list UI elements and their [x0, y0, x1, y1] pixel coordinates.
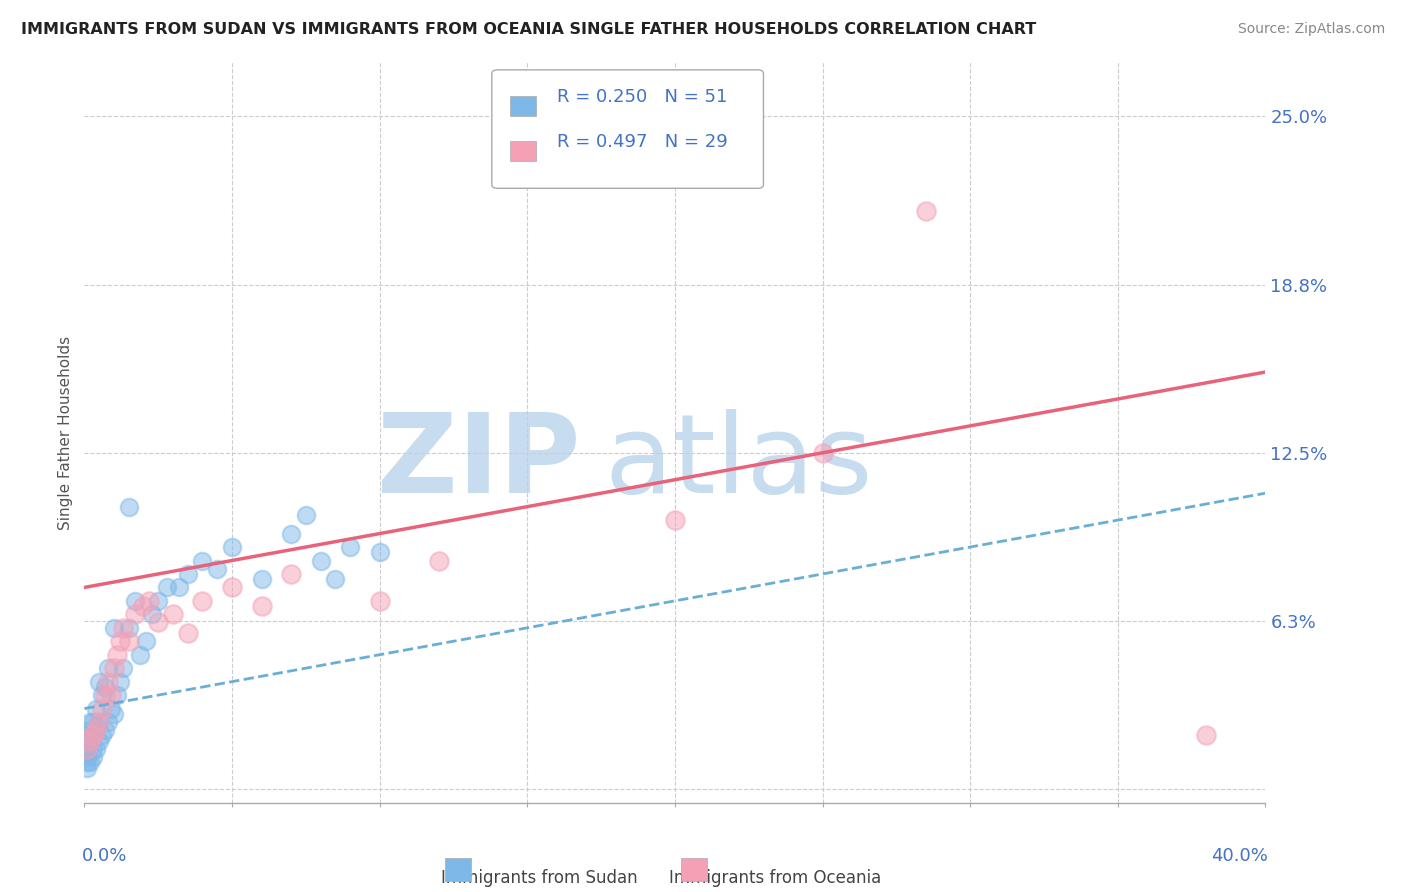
Point [811, 446, 834, 460]
Point [124, 594, 146, 608]
Point [82, 714, 104, 729]
Point [100, 688, 122, 702]
Point [82, 742, 104, 756]
Point [191, 553, 214, 567]
Point [148, 615, 170, 630]
Text: Immigrants from Oceania: Immigrants from Oceania [669, 870, 882, 888]
Point [427, 553, 450, 567]
Point [76, 739, 98, 754]
Point [207, 561, 229, 575]
Point [103, 661, 125, 675]
Point [368, 545, 391, 559]
Text: atlas: atlas [605, 409, 873, 516]
Point [103, 706, 125, 721]
Point [105, 688, 128, 702]
Point [108, 634, 131, 648]
Point [94, 688, 117, 702]
Point [124, 607, 146, 622]
Point [76, 742, 98, 756]
Point [76, 750, 98, 764]
Point [79, 723, 101, 738]
FancyBboxPatch shape [492, 70, 763, 188]
Point [250, 599, 273, 614]
Point [76, 756, 98, 770]
Point [221, 540, 243, 554]
Point [82, 750, 104, 764]
FancyBboxPatch shape [509, 96, 536, 117]
Point [87, 714, 111, 729]
FancyBboxPatch shape [444, 858, 471, 880]
Text: Source: ZipAtlas.com: Source: ZipAtlas.com [1237, 22, 1385, 37]
Point [295, 508, 318, 522]
Point [118, 634, 141, 648]
Point [82, 729, 104, 743]
Point [339, 540, 361, 554]
Text: R = 0.497   N = 29: R = 0.497 N = 29 [557, 133, 727, 151]
Point [97, 674, 120, 689]
Text: R = 0.250   N = 51: R = 0.250 N = 51 [557, 88, 727, 106]
Point [79, 734, 101, 748]
Point [309, 553, 332, 567]
Point [79, 756, 101, 770]
Point [103, 621, 125, 635]
Point [97, 714, 120, 729]
Point [111, 661, 134, 675]
Point [368, 594, 391, 608]
Point [97, 661, 120, 675]
Point [221, 581, 243, 595]
Point [100, 701, 122, 715]
Point [79, 734, 101, 748]
Point [129, 648, 152, 662]
Point [132, 599, 155, 614]
Point [84, 742, 107, 756]
Point [82, 729, 104, 743]
Point [87, 674, 111, 689]
Text: 0.0%: 0.0% [82, 847, 128, 865]
Text: ZIP: ZIP [377, 409, 581, 516]
Point [79, 714, 101, 729]
Point [162, 607, 184, 622]
Point [87, 734, 111, 748]
Text: 40.0%: 40.0% [1211, 847, 1268, 865]
Y-axis label: Single Father Households: Single Father Households [58, 335, 73, 530]
Point [118, 500, 141, 514]
Point [664, 513, 686, 527]
Point [84, 701, 107, 715]
Point [135, 634, 157, 648]
Point [1195, 729, 1218, 743]
Text: Immigrants from Sudan: Immigrants from Sudan [440, 870, 637, 888]
Point [280, 526, 302, 541]
Point [167, 581, 190, 595]
Point [108, 674, 131, 689]
Point [91, 688, 114, 702]
Point [76, 761, 98, 775]
Point [118, 621, 141, 635]
Point [138, 594, 160, 608]
Point [87, 714, 111, 729]
Point [94, 723, 117, 738]
Point [91, 701, 114, 715]
Point [141, 607, 163, 622]
FancyBboxPatch shape [509, 141, 536, 161]
Point [111, 621, 134, 635]
Point [280, 566, 302, 581]
Point [76, 729, 98, 743]
Text: IMMIGRANTS FROM SUDAN VS IMMIGRANTS FROM OCEANIA SINGLE FATHER HOUSEHOLDS CORREL: IMMIGRANTS FROM SUDAN VS IMMIGRANTS FROM… [21, 22, 1036, 37]
Point [325, 572, 347, 586]
Point [250, 572, 273, 586]
Point [156, 581, 179, 595]
Point [105, 648, 128, 662]
Point [177, 566, 200, 581]
Point [91, 729, 114, 743]
Point [191, 594, 214, 608]
Point [177, 626, 200, 640]
FancyBboxPatch shape [681, 858, 707, 880]
Point [148, 594, 170, 608]
Point [94, 680, 117, 694]
Point [915, 203, 938, 218]
Point [76, 745, 98, 759]
Point [84, 723, 107, 738]
Point [84, 723, 107, 738]
